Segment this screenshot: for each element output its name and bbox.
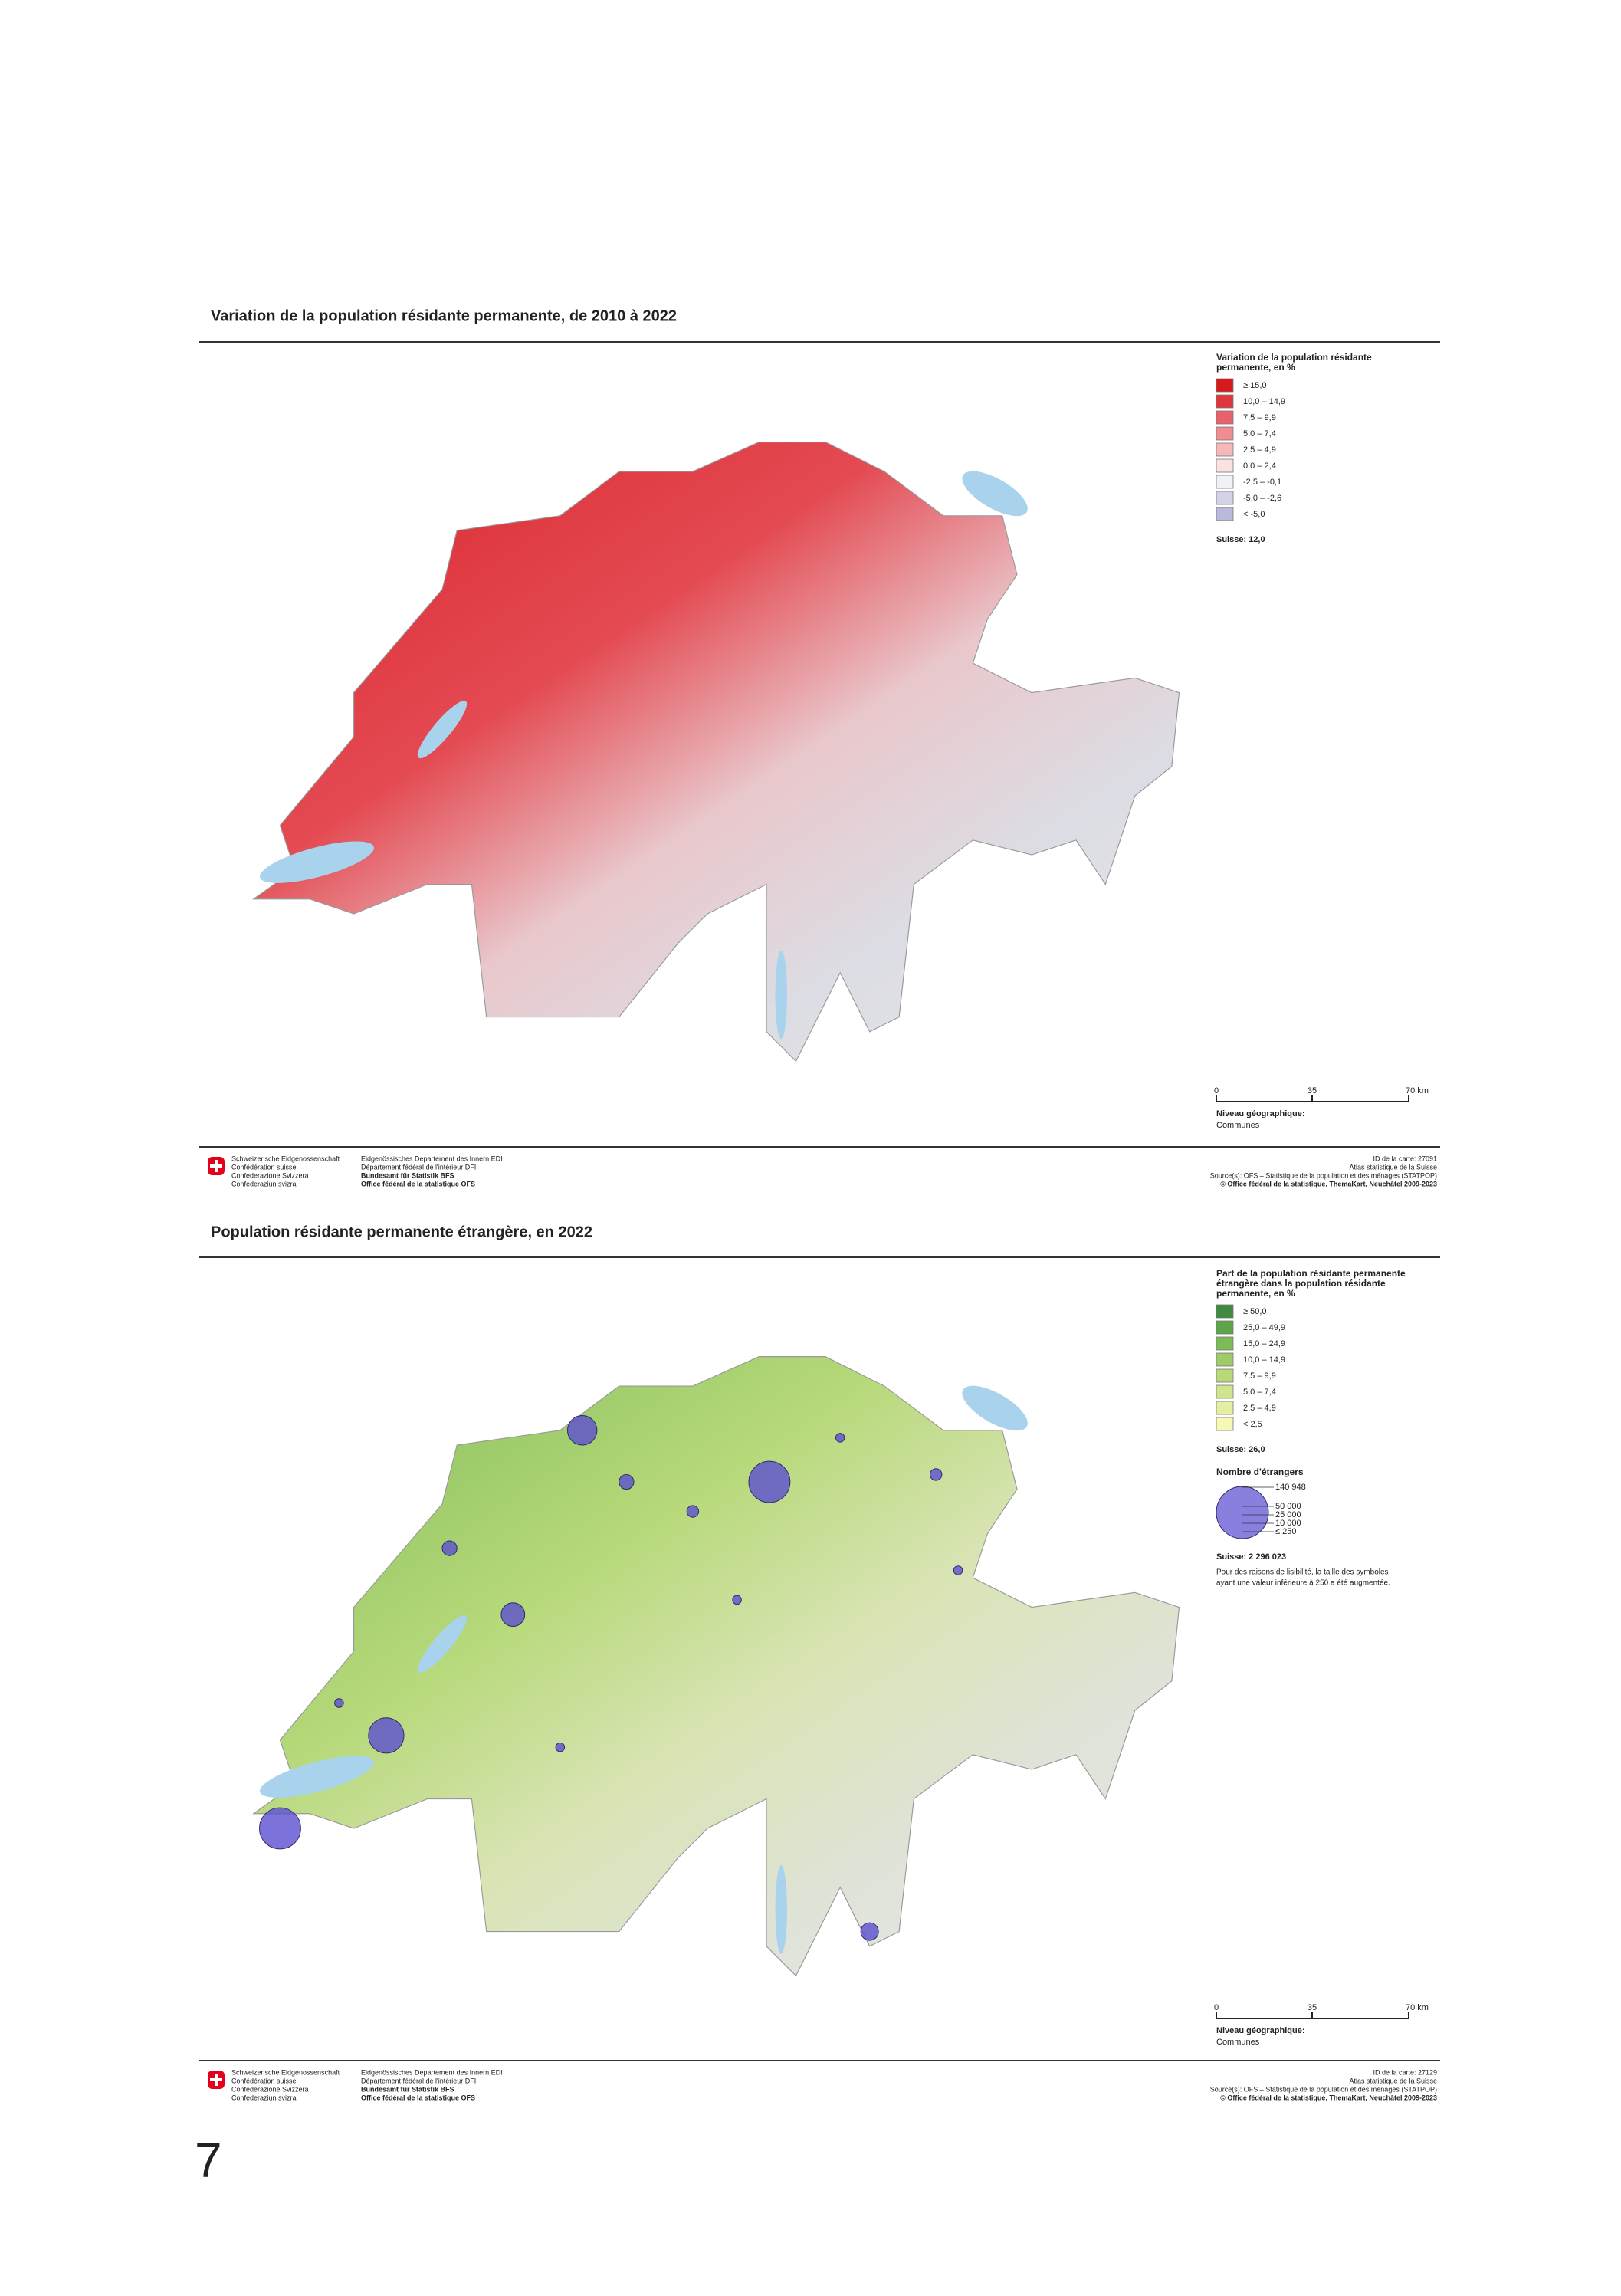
map-switzerland-variation — [252, 441, 1180, 1063]
legend-swatch — [1216, 1336, 1234, 1351]
level-value: Communes — [1216, 2038, 1260, 2047]
footer-right: Source(s): OFS – Statistique de la popul… — [1210, 1171, 1437, 1179]
legend-swatch — [1216, 1417, 1234, 1431]
legend-swatch — [1216, 410, 1234, 425]
legend-label: 15,0 – 24,9 — [1243, 1339, 1285, 1348]
footer-left: Confédération suisse — [231, 2077, 297, 2084]
footer-left: Confederaziun svizra — [231, 2094, 297, 2101]
footer-left: Confederazione Svizzera — [231, 1171, 309, 1179]
legend-swatch — [1216, 1368, 1234, 1383]
legend-label: 7,5 – 9,9 — [1243, 413, 1276, 422]
legend-title: permanente, en % — [1216, 362, 1295, 373]
footer-right: ID de la carte: 27129 — [1373, 2068, 1437, 2076]
footer-right: Source(s): OFS – Statistique de la popul… — [1210, 2085, 1437, 2093]
legend-label: < -5,0 — [1243, 510, 1265, 519]
footer-left: Confédération suisse — [231, 1163, 297, 1171]
legend-label: 2,5 – 4,9 — [1243, 1404, 1276, 1413]
footer-middle: Office fédéral de la statistique OFS — [361, 1180, 475, 1187]
legend-label: 25,0 – 49,9 — [1243, 1323, 1285, 1332]
legend-swatch — [1216, 491, 1234, 505]
map-switzerland-foreigners — [252, 1355, 1180, 1977]
footer-right: Atlas statistique de la Suisse — [1349, 2077, 1437, 2084]
level-title: Niveau géographique: — [1216, 1109, 1305, 1118]
scale-label: 0 — [1214, 1086, 1219, 1095]
map-title: Population résidante permanente étrangèr… — [211, 1224, 592, 1240]
level-title: Niveau géographique: — [1216, 2026, 1305, 2035]
page-number: 7 — [195, 2133, 222, 2188]
scale-label: 70 km — [1406, 2003, 1429, 2012]
bubble-label: 140 948 — [1275, 1483, 1306, 1492]
bubble-national: Suisse: 2 296 023 — [1216, 1552, 1286, 1562]
legend-title: Part de la population résidante permanen… — [1216, 1268, 1406, 1279]
legend-title: étrangère dans la population résidante — [1216, 1278, 1386, 1289]
legend-label: 0,0 – 2,4 — [1243, 461, 1276, 471]
bubble-note: Pour des raisons de lisibilité, la taill… — [1216, 1568, 1389, 1577]
bubble-label: ≤ 250 — [1275, 1527, 1296, 1536]
legend-swatch — [1216, 475, 1234, 489]
bubble-label: 50 000 — [1275, 1502, 1301, 1511]
legend-swatch — [1216, 378, 1234, 393]
footer-middle: Bundesamt für Statistik BFS — [361, 2085, 454, 2093]
legend-label: ≥ 15,0 — [1243, 381, 1267, 390]
legend-title: permanente, en % — [1216, 1288, 1295, 1299]
legend-swatch — [1216, 507, 1234, 521]
legend-swatch — [1216, 1384, 1234, 1399]
scale-label: 70 km — [1406, 1086, 1429, 1095]
swiss-logo-cross — [210, 1164, 222, 1168]
legend-label: < 2,5 — [1243, 1420, 1262, 1429]
footer-right: © Office fédéral de la statistique, Them… — [1220, 1180, 1437, 1187]
footer-middle: Office fédéral de la statistique OFS — [361, 2094, 475, 2101]
footer-middle: Eidgenössisches Departement des Innern E… — [361, 1155, 503, 1162]
scale-label: 35 — [1308, 1086, 1317, 1095]
footer-left: Confederaziun svizra — [231, 1180, 297, 1187]
footer-middle: Département fédéral de l'intérieur DFI — [361, 1163, 476, 1171]
legend-swatch — [1216, 1352, 1234, 1367]
footer-left: Schweizerische Eidgenossenschaft — [231, 1155, 340, 1162]
footer-middle: Département fédéral de l'intérieur DFI — [361, 2077, 476, 2084]
legend-label: 7,5 – 9,9 — [1243, 1371, 1276, 1381]
map-title: Variation de la population résidante per… — [211, 307, 677, 324]
legend-label: -2,5 – -0,1 — [1243, 478, 1281, 487]
legend-swatch — [1216, 426, 1234, 441]
footer-right: Atlas statistique de la Suisse — [1349, 1163, 1437, 1171]
scale-label: 35 — [1308, 2003, 1317, 2012]
legend-national: Suisse: 12,0 — [1216, 535, 1265, 544]
legend-swatch — [1216, 1304, 1234, 1319]
legend-label: 10,0 – 14,9 — [1243, 397, 1285, 406]
legend-swatch — [1216, 394, 1234, 409]
legend-label: -5,0 – -2,6 — [1243, 494, 1281, 503]
footer-right: © Office fédéral de la statistique, Them… — [1220, 2094, 1437, 2101]
footer-middle: Eidgenössisches Departement des Innern E… — [361, 2068, 503, 2076]
bubble-symbol — [1216, 1486, 1269, 1539]
legend-swatch — [1216, 1401, 1234, 1415]
bubble-label: 25 000 — [1275, 1510, 1301, 1519]
legend-label: ≥ 50,0 — [1243, 1307, 1267, 1316]
legend-national: Suisse: 26,0 — [1216, 1445, 1265, 1454]
bubble-title: Nombre d'étrangers — [1216, 1467, 1304, 1477]
scale-label: 0 — [1214, 2003, 1219, 2012]
footer-middle: Bundesamt für Statistik BFS — [361, 1171, 454, 1179]
footer-left: Confederazione Svizzera — [231, 2085, 309, 2093]
bubble-label: 10 000 — [1275, 1519, 1301, 1528]
swiss-logo-cross — [210, 2078, 222, 2081]
legend-title: Variation de la population résidante — [1216, 352, 1372, 363]
legend-label: 2,5 – 4,9 — [1243, 445, 1276, 455]
legend-swatch — [1216, 458, 1234, 473]
legend-swatch — [1216, 1320, 1234, 1335]
level-value: Communes — [1216, 1121, 1260, 1130]
legend-swatch — [1216, 442, 1234, 457]
bubble-note: ayant une valeur inférieure à 250 a été … — [1216, 1579, 1390, 1588]
legend-label: 10,0 – 14,9 — [1243, 1355, 1285, 1365]
legend-label: 5,0 – 7,4 — [1243, 429, 1276, 439]
legend-label: 5,0 – 7,4 — [1243, 1388, 1276, 1397]
footer-right: ID de la carte: 27091 — [1373, 1155, 1437, 1162]
footer-left: Schweizerische Eidgenossenschaft — [231, 2068, 340, 2076]
